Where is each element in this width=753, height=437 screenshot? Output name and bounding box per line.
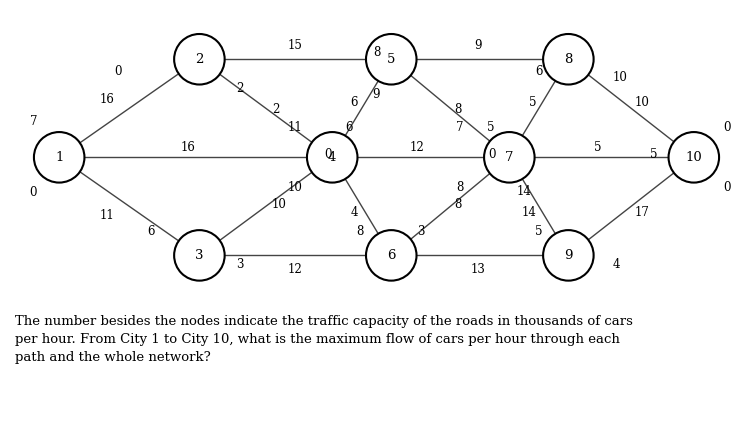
Text: 5: 5 — [650, 148, 657, 161]
Text: 8: 8 — [454, 198, 462, 212]
Text: 12: 12 — [288, 263, 303, 275]
Text: 0: 0 — [489, 148, 496, 161]
Text: 3: 3 — [236, 258, 244, 271]
Ellipse shape — [174, 230, 224, 281]
Text: 8: 8 — [454, 103, 462, 116]
Text: 3: 3 — [417, 225, 425, 238]
Text: 0: 0 — [724, 180, 731, 194]
Text: 0: 0 — [114, 65, 122, 78]
Ellipse shape — [484, 132, 535, 183]
Text: 7: 7 — [505, 151, 514, 164]
Text: The number besides the nodes indicate the traffic capacity of the roads in thous: The number besides the nodes indicate th… — [15, 315, 633, 364]
Text: 1: 1 — [55, 151, 63, 164]
Text: 12: 12 — [410, 141, 425, 154]
Text: 0: 0 — [29, 187, 37, 199]
Text: 15: 15 — [288, 39, 303, 52]
Text: 6: 6 — [387, 249, 395, 262]
Text: 9: 9 — [373, 88, 380, 101]
Text: 8: 8 — [357, 225, 364, 238]
Text: 10: 10 — [613, 71, 627, 83]
Text: 5: 5 — [487, 121, 495, 134]
Text: 6: 6 — [346, 121, 353, 134]
Text: 11: 11 — [288, 121, 303, 134]
Text: 10: 10 — [635, 96, 650, 109]
Text: 7: 7 — [29, 115, 37, 128]
Text: 8: 8 — [564, 53, 572, 66]
Text: 13: 13 — [471, 263, 486, 275]
Text: 11: 11 — [100, 209, 114, 222]
Text: 16: 16 — [181, 141, 196, 154]
Ellipse shape — [366, 34, 416, 84]
Text: 6: 6 — [148, 225, 155, 238]
Text: 17: 17 — [635, 206, 650, 219]
Text: 6: 6 — [535, 65, 542, 78]
Text: 4: 4 — [613, 258, 620, 271]
Text: 8: 8 — [456, 180, 464, 194]
Text: 10: 10 — [272, 198, 287, 212]
Ellipse shape — [34, 132, 84, 183]
Text: 2: 2 — [272, 103, 279, 116]
Text: 5: 5 — [535, 225, 542, 238]
Ellipse shape — [543, 230, 593, 281]
Text: 9: 9 — [474, 39, 482, 52]
Text: 7: 7 — [456, 121, 464, 134]
Text: 14: 14 — [517, 185, 532, 198]
Ellipse shape — [307, 132, 358, 183]
Text: 16: 16 — [99, 93, 114, 106]
Text: 0: 0 — [325, 148, 332, 161]
Text: 6: 6 — [351, 96, 358, 109]
Text: 8: 8 — [373, 45, 380, 59]
Ellipse shape — [669, 132, 719, 183]
Ellipse shape — [543, 34, 593, 84]
Text: 10: 10 — [685, 151, 703, 164]
Text: 2: 2 — [195, 53, 203, 66]
Ellipse shape — [366, 230, 416, 281]
Text: 3: 3 — [195, 249, 203, 262]
Text: 4: 4 — [328, 151, 337, 164]
Text: 14: 14 — [522, 206, 537, 219]
Text: 9: 9 — [564, 249, 572, 262]
Text: 2: 2 — [236, 83, 244, 95]
Text: 5: 5 — [529, 96, 537, 109]
Ellipse shape — [174, 34, 224, 84]
Text: 0: 0 — [724, 121, 731, 134]
Text: 4: 4 — [351, 206, 358, 219]
Text: 5: 5 — [594, 141, 602, 154]
Text: 5: 5 — [387, 53, 395, 66]
Text: 10: 10 — [288, 180, 303, 194]
